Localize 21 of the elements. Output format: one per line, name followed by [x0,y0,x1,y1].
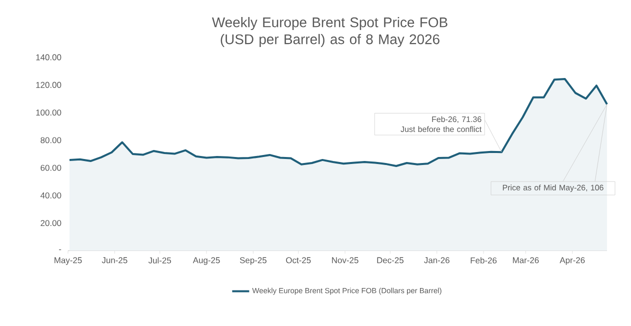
y-tick-label: 80.00 [40,137,62,144]
y-tick-label: 40.00 [40,192,62,198]
x-tick-label: Oct-25 [286,257,311,264]
x-tick-label: Jan-26 [424,257,450,264]
chart-title: Weekly Europe Brent Spot Price FOB (USD per Barrel) as of 8 May 2026 [212,17,448,47]
x-tick-label: May-25 [54,257,82,265]
x-tick-label: Apr-26 [560,257,585,265]
y-tick-label: 120.00 [36,82,62,88]
y-tick-label: 100.00 [36,110,62,116]
x-tick-label: Nov-25 [332,257,358,264]
y-tick-label: 140.00 [36,54,62,60]
x-tick-label: Jun-25 [102,257,128,264]
y-tick-label: - [59,249,62,250]
y-tick-label: 60.00 [40,164,62,171]
x-tick-label: Aug-25 [192,257,220,265]
x-tick-label: Sep-25 [240,257,266,265]
y-tick-label: 20.00 [40,220,62,226]
x-tick-label: Jul-25 [148,257,172,264]
x-tick-label: Dec-25 [377,257,404,264]
x-tick-label: Feb-26 [470,257,497,264]
x-tick-label: Mar-26 [512,257,539,264]
